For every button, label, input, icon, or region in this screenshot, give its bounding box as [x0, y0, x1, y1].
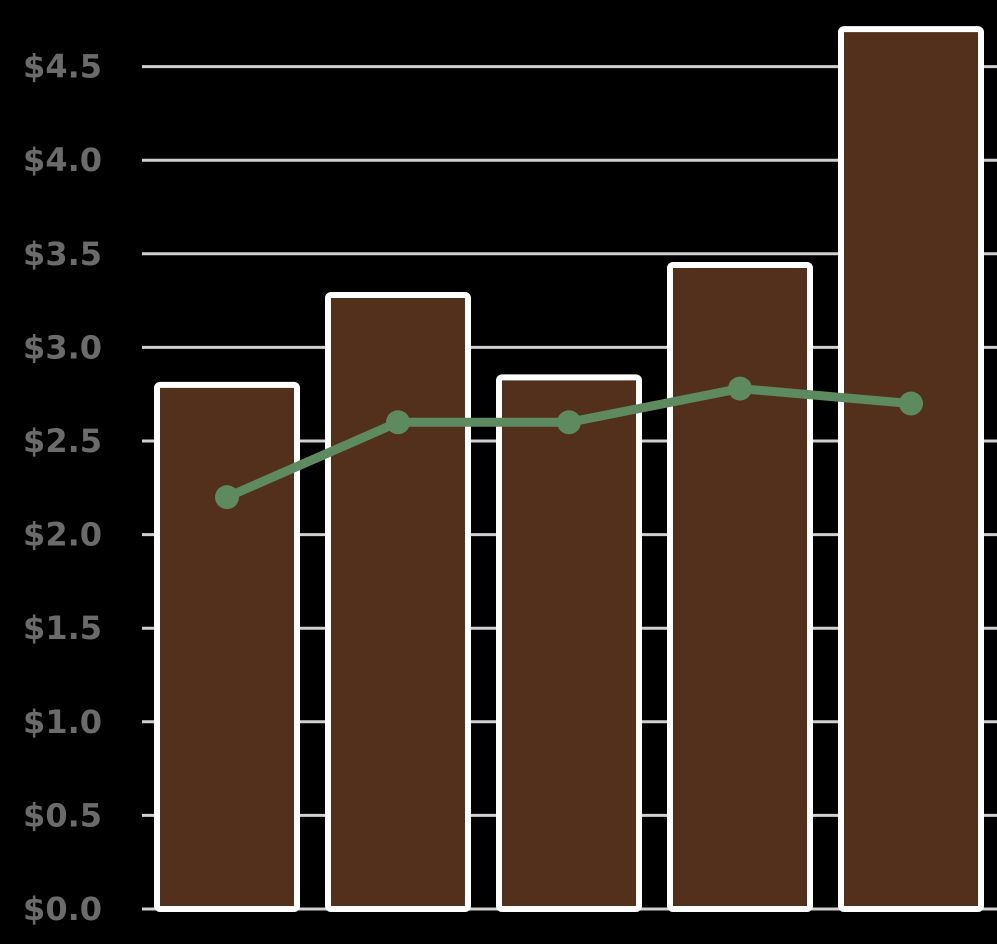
y-tick-label: $4.5	[23, 48, 102, 86]
y-tick-label: $2.5	[23, 422, 102, 460]
line-point	[386, 410, 410, 435]
y-tick-label: $3.5	[23, 235, 102, 273]
bar-series	[154, 26, 984, 913]
bar	[154, 381, 300, 912]
bar	[838, 26, 984, 913]
line-series	[215, 376, 923, 510]
bar	[325, 291, 471, 912]
line-point	[557, 410, 581, 435]
y-tick-label: $0.0	[23, 890, 102, 928]
bar	[496, 374, 642, 912]
line-point	[899, 391, 923, 416]
y-tick-label: $0.5	[23, 796, 102, 834]
y-tick-label: $4.0	[23, 141, 102, 179]
y-tick-label: $2.0	[23, 516, 102, 554]
y-tick-label: $1.5	[23, 609, 102, 647]
bar	[667, 262, 813, 913]
y-tick-label: $3.0	[23, 328, 102, 366]
line-point	[728, 376, 752, 401]
line-point	[215, 485, 239, 510]
y-axis-tick-labels: $0.0 $0.5 $1.0 $1.5 $2.0 $2.5 $3.0 $3.5 $4.0 $4.5	[23, 48, 102, 928]
y-tick-label: $1.0	[23, 703, 102, 741]
